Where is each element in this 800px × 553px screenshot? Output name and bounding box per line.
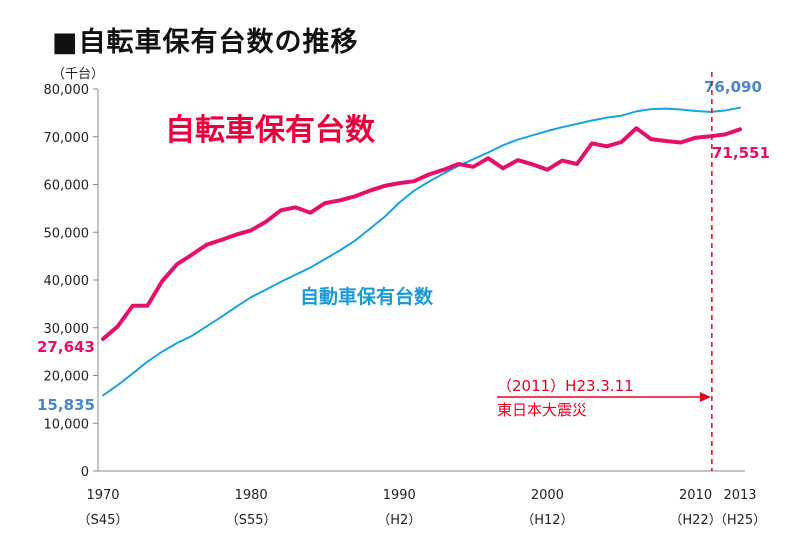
y-tick-label: 10,000 xyxy=(44,417,90,432)
y-tick-label: 50,000 xyxy=(44,226,90,241)
y-tick-label: 40,000 xyxy=(44,274,90,289)
y-tick-label: 30,000 xyxy=(44,322,90,337)
start-label-bicycle: 27,643 xyxy=(37,338,95,356)
event-annotation xyxy=(497,72,713,471)
series-lines xyxy=(101,106,742,397)
x-tick-era-label: （H2） xyxy=(377,513,421,528)
x-tick-label: 2013 xyxy=(723,488,756,503)
x-tick-era-label: （H25） xyxy=(714,513,766,528)
y-tick-label: 20,000 xyxy=(44,370,90,385)
y-tick-label: 80,000 xyxy=(44,83,90,98)
x-tick-label: 1990 xyxy=(383,488,416,503)
series-line-car xyxy=(102,106,741,397)
series-line-bicycle xyxy=(101,126,742,341)
event-date-label: （2011）H23.3.11 xyxy=(497,377,634,395)
x-tick-label: 2010 xyxy=(679,488,712,503)
series-label-bicycle: 自転車保有台数 xyxy=(165,113,376,148)
x-tick-label: 2000 xyxy=(531,488,564,503)
x-axis: 1970（S45）1980（S55）1990（H2）2000（H12）2010（… xyxy=(78,488,767,528)
y-tick-label: 70,000 xyxy=(44,131,90,146)
y-axis: 0 10,000 20,000 30,000 40,000 50,000 60,000 70,… xyxy=(44,83,98,480)
event-name-label: 東日本大震災 xyxy=(497,401,587,419)
y-tick-label: 60,000 xyxy=(44,179,90,194)
series-label-car: 自動車保有台数 xyxy=(300,285,434,308)
x-tick-era-label: （H12） xyxy=(521,513,573,528)
event-arrow-head xyxy=(699,392,711,402)
end-label-bicycle: 71,551 xyxy=(712,144,770,162)
x-tick-era-label: （H22） xyxy=(669,513,721,528)
x-tick-label: 1970 xyxy=(86,488,119,503)
chart-title: ■自転車保有台数の推移 xyxy=(52,27,359,58)
x-tick-era-label: （S45） xyxy=(78,513,129,528)
y-axis-unit: （千台） xyxy=(52,67,104,82)
start-label-car: 15,835 xyxy=(37,396,95,414)
end-label-car: 76,090 xyxy=(704,78,762,96)
x-tick-era-label: （S55） xyxy=(226,513,277,528)
y-tick-label: 0 xyxy=(81,465,89,480)
x-tick-label: 1980 xyxy=(235,488,268,503)
